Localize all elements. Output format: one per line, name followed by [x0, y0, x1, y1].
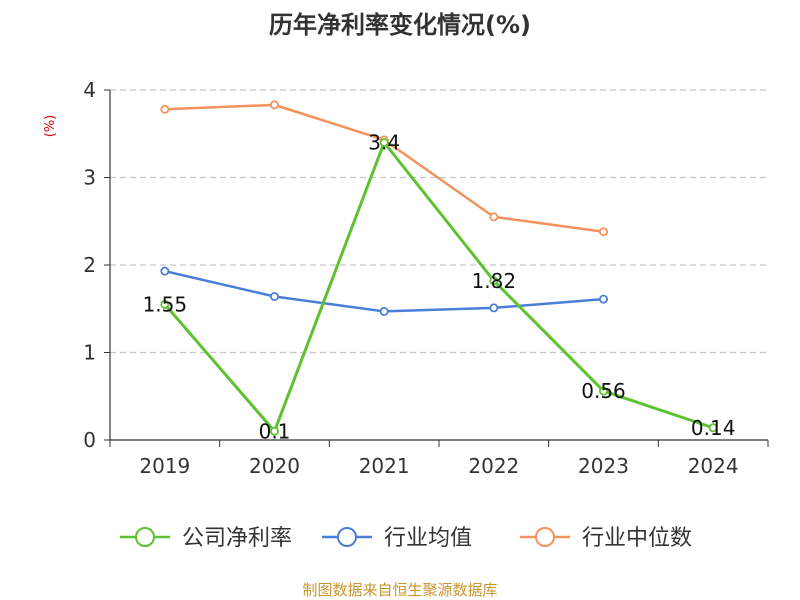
legend-marker [337, 527, 357, 547]
y-tick-label: 1 [83, 341, 96, 365]
series-line [163, 141, 714, 433]
source-note: 制图数据来自恒生聚源数据库 [302, 581, 497, 599]
series-line [164, 269, 604, 313]
x-tick-label: 2022 [468, 454, 519, 478]
data-point [160, 266, 170, 276]
legend-label: 行业均值 [384, 526, 472, 551]
data-labels: 1.55 0.1 3.4 1.82 0.56 0.14 [143, 131, 736, 444]
data-point [599, 386, 609, 396]
y-tick-label: 3 [83, 166, 96, 190]
data-point [708, 423, 718, 433]
x-tick-label: 2020 [249, 454, 300, 478]
chart-title: 历年净利率变化情况(%) [269, 11, 531, 39]
gridlines [110, 89, 768, 354]
legend-marker [135, 527, 155, 547]
legend: 公司净利率 行业均值 行业中位数 [120, 526, 692, 551]
data-point [160, 104, 170, 114]
axes: 0 1 2 3 4 2019 2020 2021 2022 2023 2024 [83, 78, 769, 478]
x-tick-label: 2019 [139, 454, 190, 478]
data-point [599, 227, 609, 237]
x-tick-label: 2023 [578, 454, 629, 478]
data-point [489, 212, 499, 222]
data-point [379, 137, 389, 147]
data-label: 0.1 [259, 419, 291, 443]
series-lines [160, 100, 718, 436]
data-point [160, 299, 170, 309]
series-line [164, 103, 604, 233]
x-tick-label: 2021 [359, 454, 410, 478]
x-tick-label: 2024 [688, 454, 739, 478]
data-point [489, 303, 499, 313]
legend-label: 公司净利率 [182, 526, 292, 551]
data-label: 0.14 [691, 416, 736, 440]
y-axis-unit: (%) [43, 115, 58, 138]
y-tick-label: 4 [83, 78, 96, 102]
data-point [379, 306, 389, 316]
data-point [489, 276, 499, 286]
y-tick-label: 0 [83, 428, 96, 452]
legend-marker [535, 527, 555, 547]
data-label: 3.4 [368, 131, 400, 155]
data-label: 1.82 [472, 269, 517, 293]
data-point [269, 291, 279, 301]
data-label: 1.55 [143, 292, 188, 316]
y-tick-label: 2 [83, 253, 96, 277]
legend-label: 行业中位数 [582, 526, 692, 551]
data-point [269, 100, 279, 110]
data-label: 0.56 [581, 379, 626, 403]
data-point [269, 426, 279, 436]
data-point [599, 294, 609, 304]
